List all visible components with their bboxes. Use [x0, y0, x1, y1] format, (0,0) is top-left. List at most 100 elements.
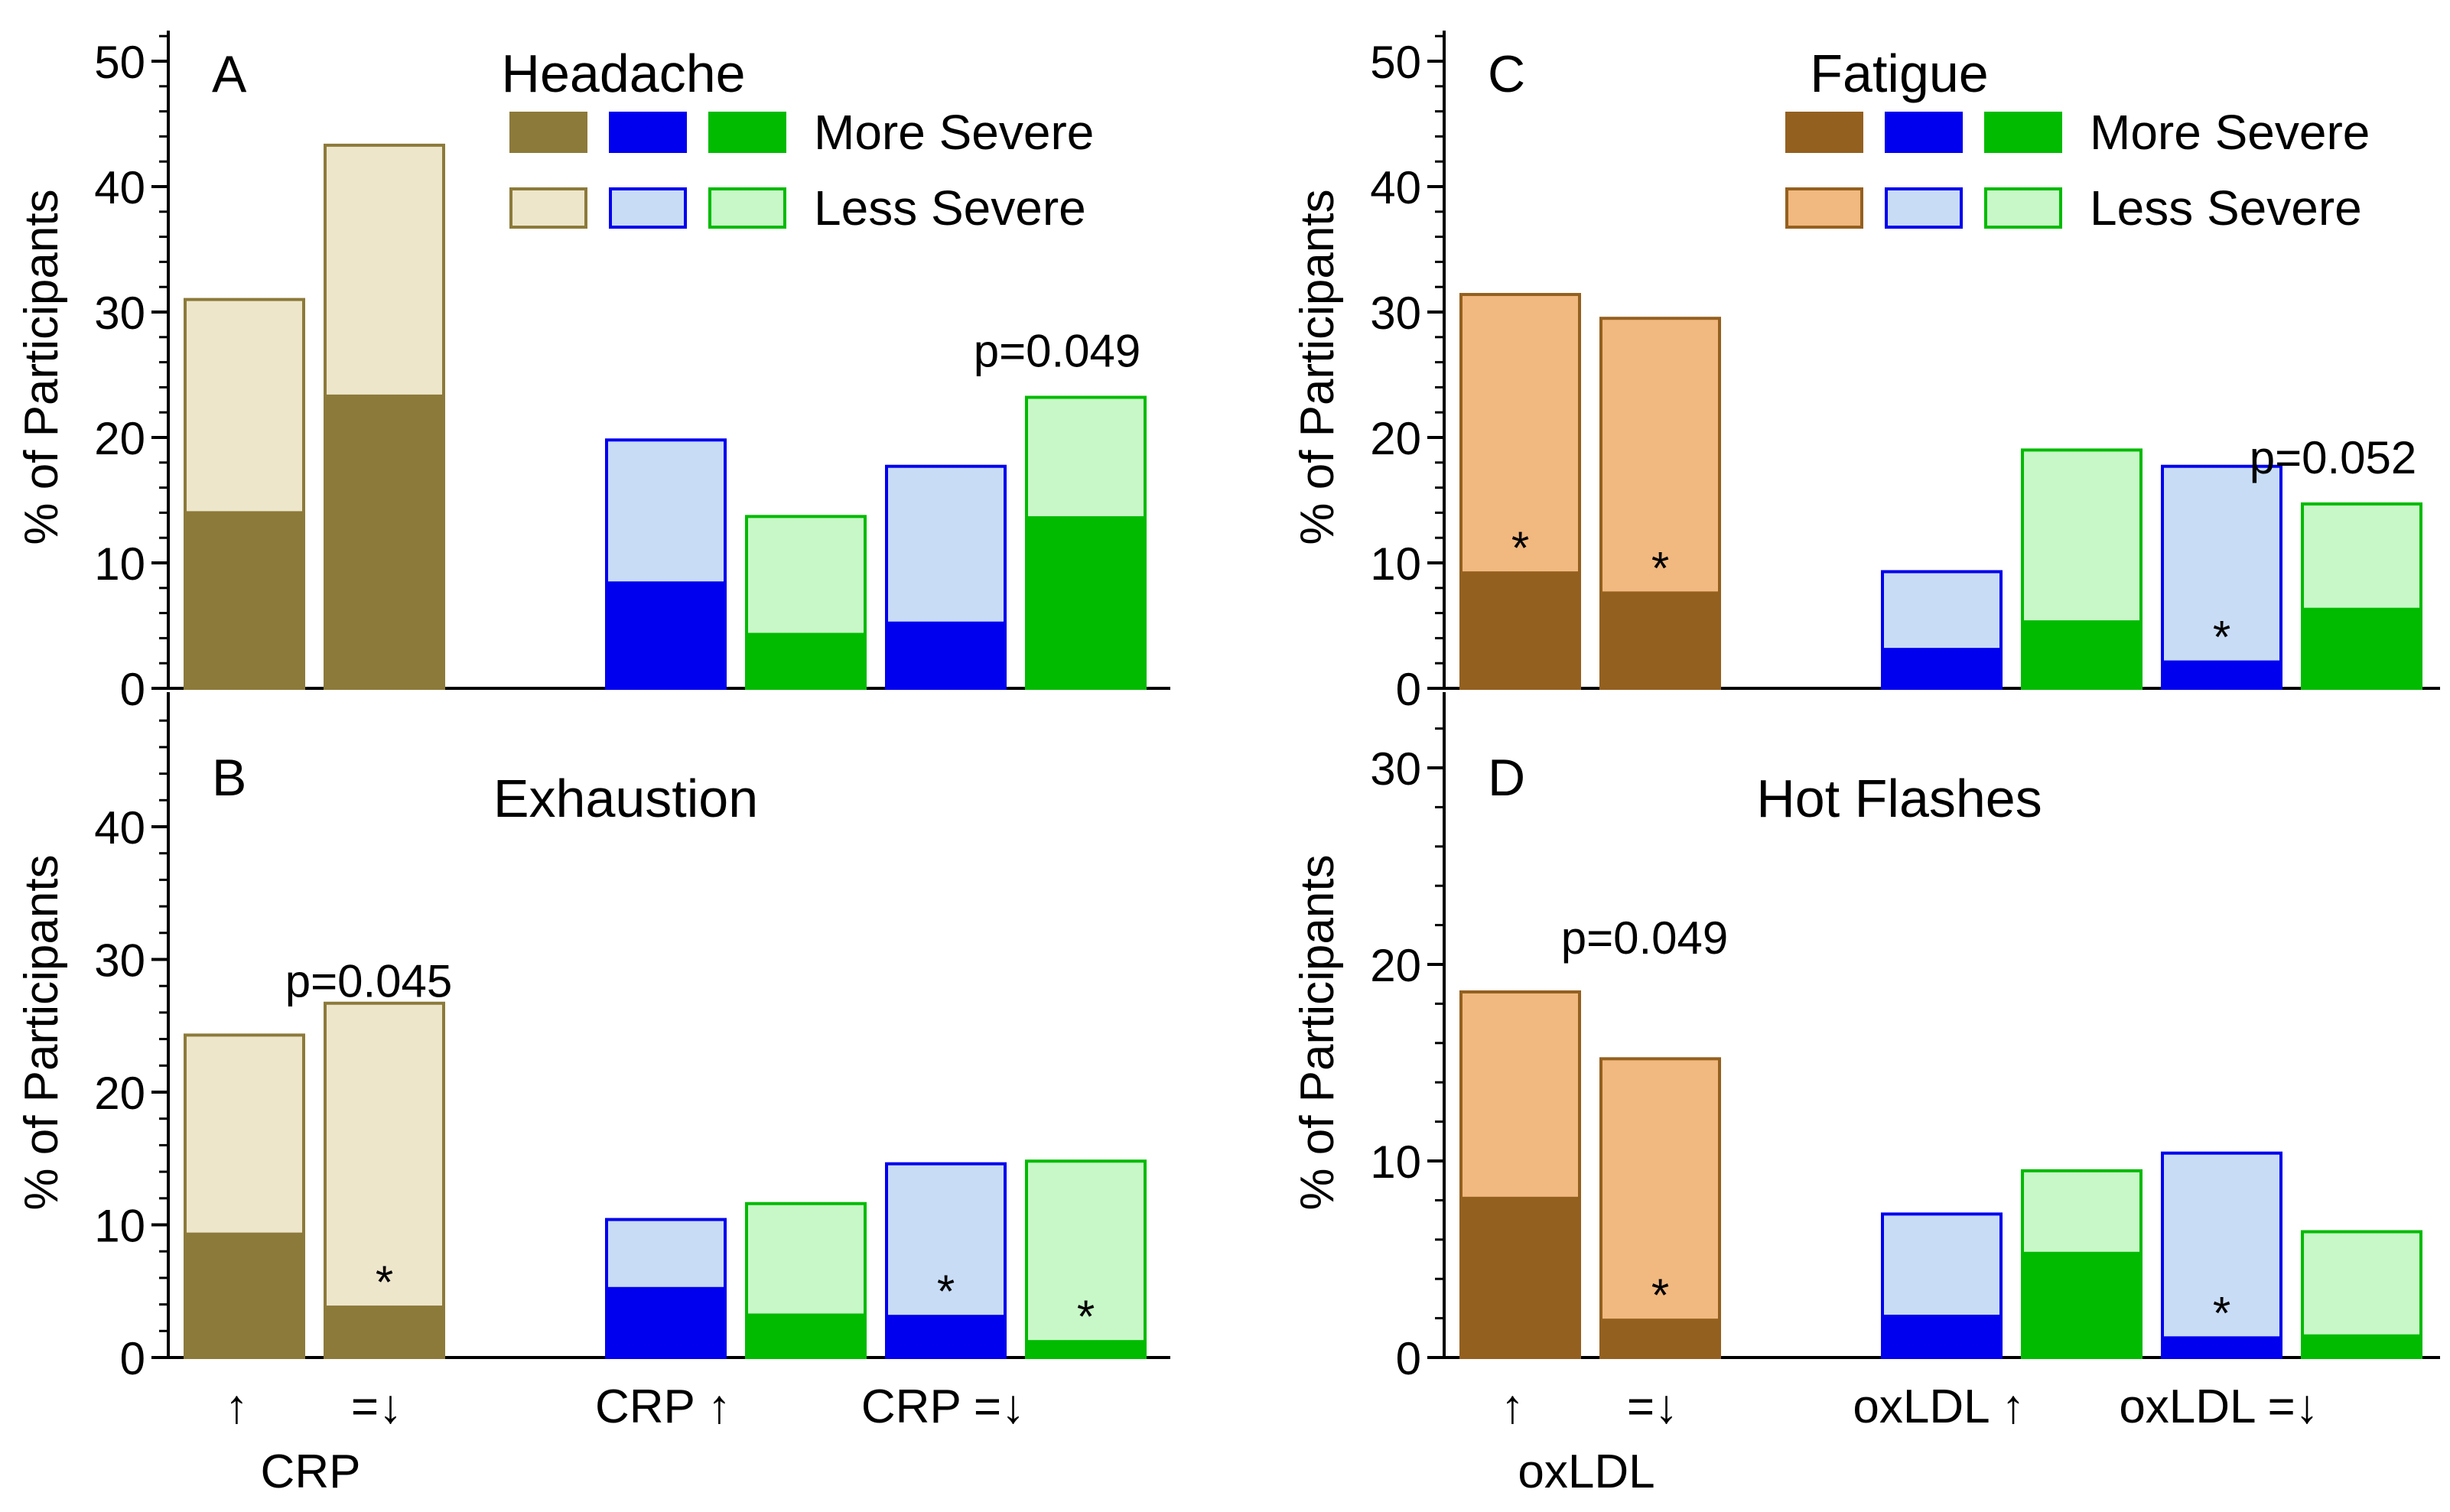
legend-swatch-more-severe — [1785, 112, 1863, 153]
panel-label: B — [212, 749, 246, 807]
p-value-annotation: p=0.045 — [285, 955, 453, 1006]
y-tick-label: 20 — [1370, 940, 1421, 991]
significance-asterisk: * — [937, 1266, 955, 1317]
panel-title: Hot Flashes — [1756, 769, 2042, 828]
bar-more-severe — [1881, 1315, 2003, 1360]
x-category-label: =↓ — [1627, 1380, 1678, 1433]
legend-swatch-more-severe — [1984, 112, 2062, 153]
legend-swatch-less-severe — [509, 187, 587, 229]
bar-more-severe — [1599, 1319, 1721, 1360]
y-tick-label: 0 — [120, 664, 145, 715]
legend-label-more-severe: More Severe — [814, 105, 1094, 160]
bar-more-severe — [184, 511, 305, 691]
y-tick-label: 10 — [94, 1201, 145, 1252]
y-tick-label: 30 — [1370, 288, 1421, 339]
legend-swatch-less-severe — [708, 187, 786, 229]
significance-asterisk: * — [1077, 1291, 1095, 1342]
legend-label-less-severe: Less Severe — [2090, 180, 2362, 236]
bar-more-severe — [324, 1306, 445, 1359]
y-tick-label: 40 — [94, 162, 145, 213]
x-category-label: =↓ — [351, 1380, 402, 1433]
p-value-annotation: p=0.052 — [2250, 432, 2417, 483]
y-tick-label: 0 — [120, 1333, 145, 1384]
legend-swatch-less-severe — [1785, 187, 1863, 229]
y-tick-label: 20 — [94, 413, 145, 464]
y-axis-title: % of Participants — [1291, 189, 1344, 545]
bar-more-severe — [2021, 1251, 2143, 1360]
x-category-label: ↑ — [1501, 1380, 1524, 1433]
y-tick-label: 0 — [1396, 664, 1421, 715]
bar-less-severe — [1025, 1159, 1147, 1359]
bar-more-severe — [605, 581, 727, 690]
panel-title: Fatigue — [1810, 44, 1988, 103]
y-tick-label: 50 — [94, 37, 145, 88]
bar-more-severe — [2021, 620, 2143, 691]
y-axis-title: % of Participants — [15, 854, 68, 1210]
legend-swatch-less-severe — [1984, 187, 2062, 229]
y-tick-label: 30 — [1370, 743, 1421, 795]
x-category-label: oxLDL ↑ — [1853, 1380, 2025, 1433]
bar-more-severe — [2161, 1336, 2282, 1360]
p-value-annotation: p=0.049 — [1561, 912, 1729, 964]
y-tick-label: 10 — [94, 538, 145, 590]
legend-swatch-more-severe — [509, 112, 587, 153]
x-category-label: CRP ↑ — [595, 1380, 731, 1433]
significance-asterisk: * — [1651, 542, 1669, 593]
panel-label: D — [1488, 749, 1525, 807]
y-tick-label: 40 — [1370, 162, 1421, 213]
panel-title: Headache — [501, 44, 745, 103]
panel-label: A — [212, 45, 247, 103]
significance-asterisk: * — [1511, 522, 1529, 574]
bar-more-severe — [1025, 515, 1147, 691]
bar-more-severe — [2301, 607, 2422, 690]
legend-swatch-less-severe — [609, 187, 687, 229]
y-axis-title: % of Participants — [1291, 854, 1344, 1210]
y-tick-label: 20 — [1370, 413, 1421, 464]
significance-asterisk: * — [2213, 1287, 2230, 1338]
bar-more-severe — [885, 621, 1007, 690]
x-group-label: oxLDL — [1518, 1445, 1654, 1498]
panel-title: Exhaustion — [493, 769, 758, 828]
bar-more-severe — [745, 1313, 867, 1359]
panel-label: C — [1488, 45, 1525, 103]
y-axis-title: % of Participants — [15, 189, 68, 545]
bar-more-severe — [1025, 1340, 1147, 1360]
y-tick-label: 50 — [1370, 37, 1421, 88]
bar-more-severe — [1459, 1196, 1581, 1359]
bar-less-severe — [324, 1001, 445, 1359]
bar-more-severe — [1881, 648, 2003, 690]
bar-more-severe — [1459, 571, 1581, 690]
significance-asterisk: * — [376, 1257, 393, 1308]
bar-more-severe — [324, 394, 445, 690]
legend-label-more-severe: More Severe — [2090, 105, 2370, 160]
y-tick-label: 10 — [1370, 1136, 1421, 1188]
bar-more-severe — [2301, 1334, 2422, 1359]
legend-swatch-more-severe — [708, 112, 786, 153]
y-tick-label: 30 — [94, 288, 145, 339]
bar-more-severe — [605, 1286, 727, 1360]
x-category-label: oxLDL =↓ — [2119, 1380, 2318, 1433]
x-group-label: CRP — [261, 1445, 361, 1498]
x-category-label: CRP =↓ — [861, 1380, 1025, 1433]
significance-asterisk: * — [1651, 1270, 1669, 1321]
y-tick-label: 0 — [1396, 1333, 1421, 1384]
bar-more-severe — [2161, 660, 2282, 690]
x-category-label: ↑ — [225, 1380, 249, 1433]
p-value-annotation: p=0.049 — [974, 326, 1141, 377]
significance-asterisk: * — [2213, 612, 2230, 663]
bar-less-severe — [1599, 1057, 1721, 1359]
legend-swatch-less-severe — [1885, 187, 1963, 229]
bar-more-severe — [1599, 591, 1721, 690]
bar-more-severe — [745, 632, 867, 690]
legend-label-less-severe: Less Severe — [814, 180, 1086, 236]
y-tick-label: 40 — [94, 802, 145, 854]
bar-more-severe — [885, 1315, 1007, 1359]
y-tick-label: 20 — [94, 1068, 145, 1119]
legend-swatch-more-severe — [609, 112, 687, 153]
y-tick-label: 30 — [94, 935, 145, 987]
legend-swatch-more-severe — [1885, 112, 1963, 153]
y-tick-label: 10 — [1370, 538, 1421, 590]
bar-more-severe — [184, 1232, 305, 1360]
bar-less-severe — [2161, 1151, 2282, 1359]
